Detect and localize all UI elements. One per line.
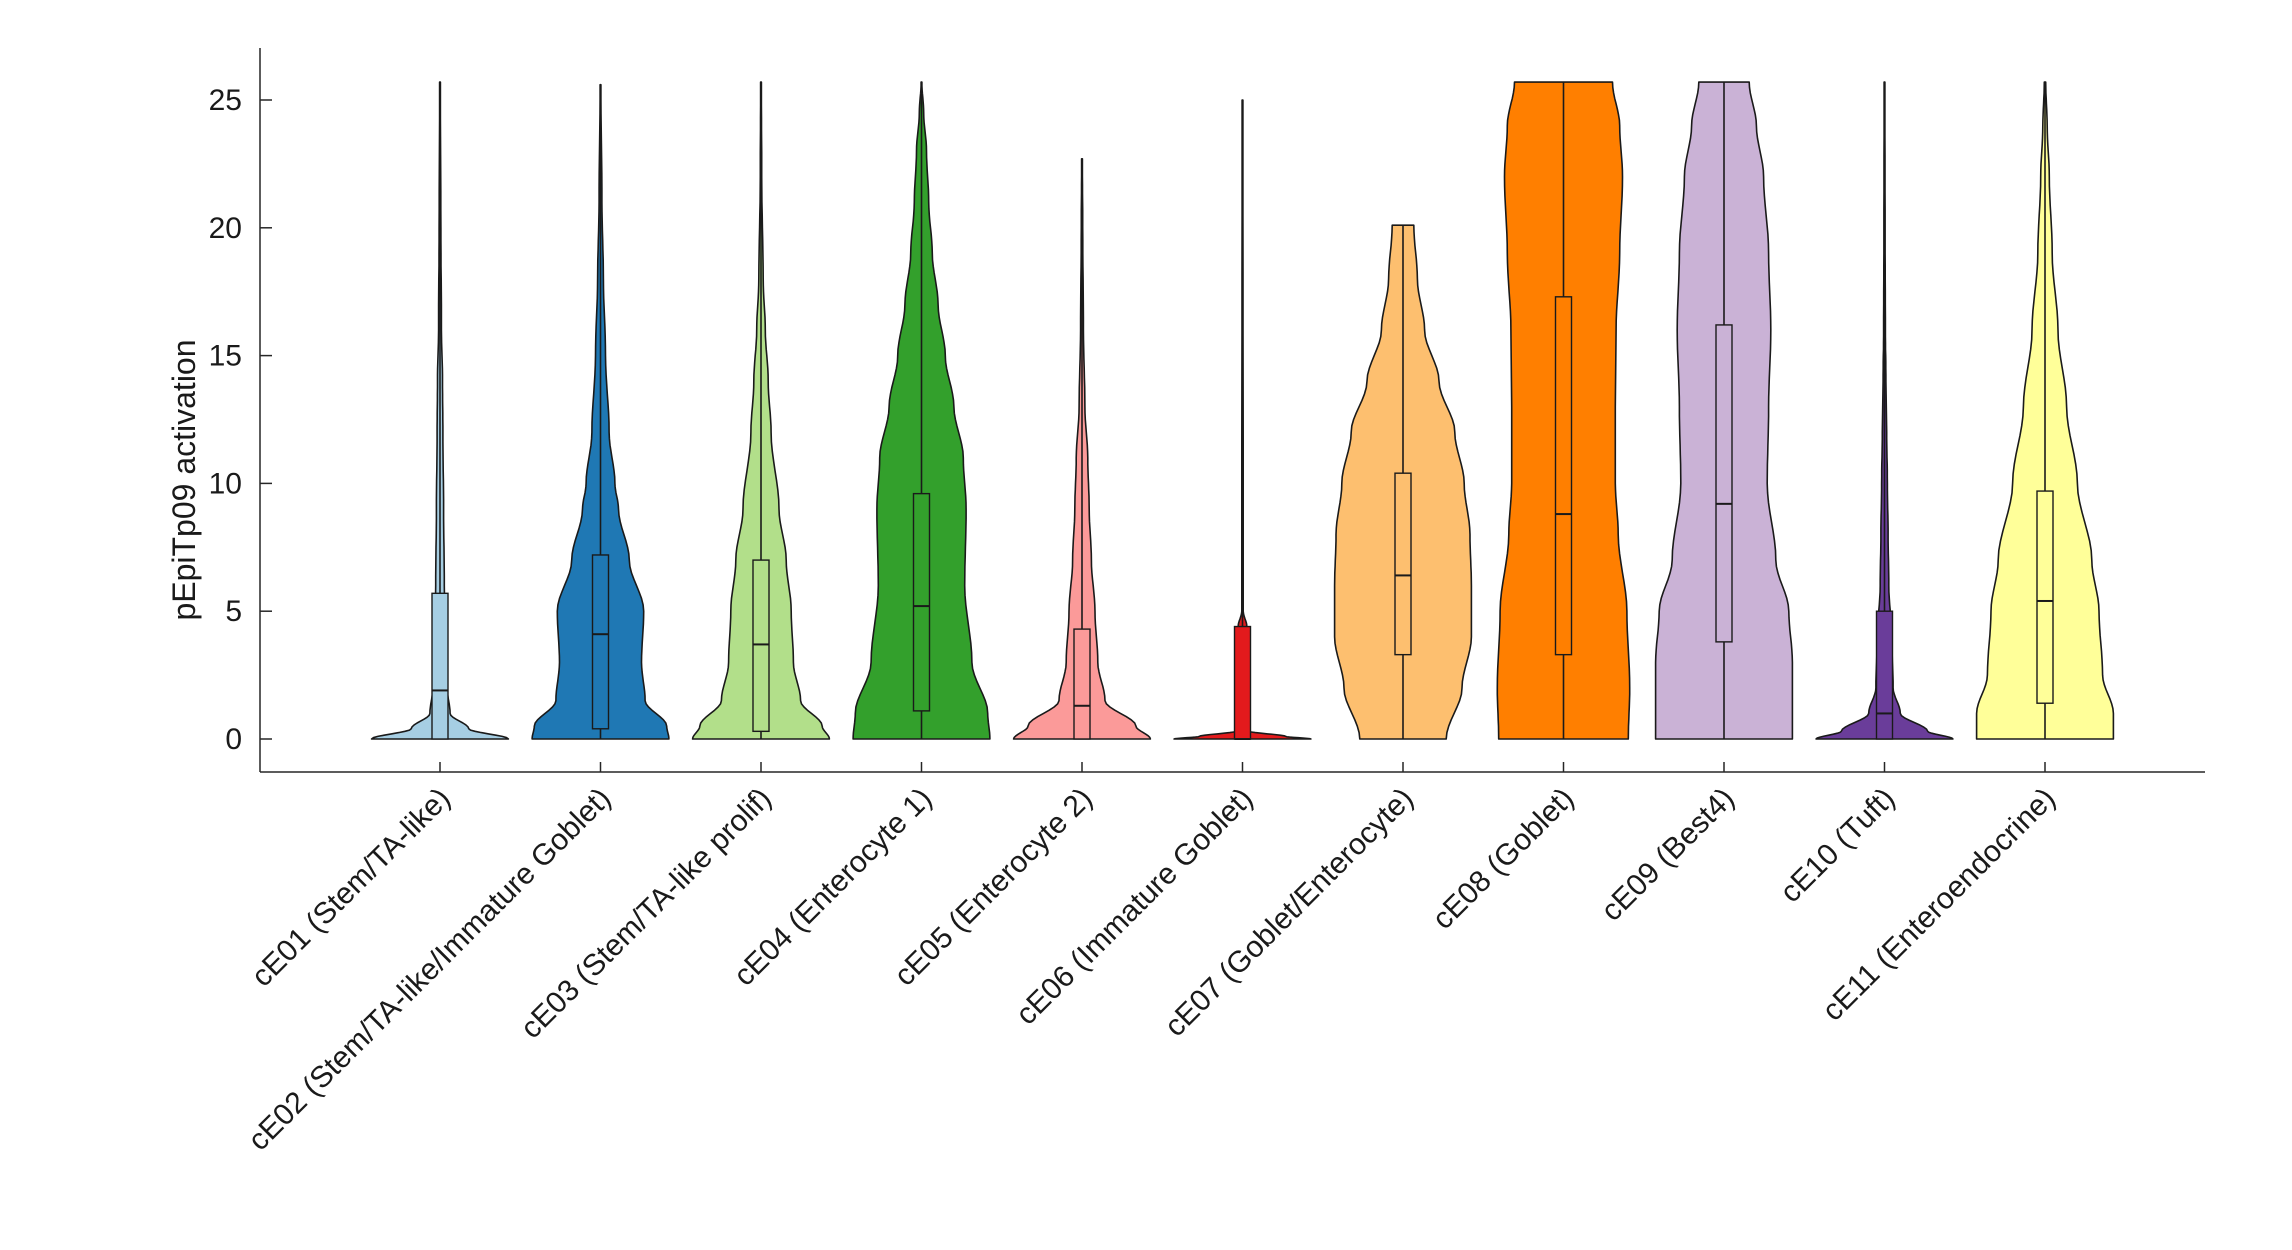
y-tick-label: 20 [209, 212, 242, 245]
violin-3 [691, 81, 831, 772]
violins [370, 81, 2115, 772]
violin-8 [1496, 81, 1631, 772]
violin-1 [370, 81, 510, 772]
violin-5 [1012, 158, 1152, 772]
violin-10 [1815, 81, 1954, 772]
violin-2 [531, 83, 670, 772]
y-ticks: 0 5 10 15 20 25 [209, 84, 272, 756]
category-label: cE02 (Stem/TA-like/Immature Goblet) [242, 782, 617, 1157]
iqr-box [1875, 610, 1894, 740]
category-label: cE09 (Best4) [1595, 782, 1741, 928]
y-tick-label: 0 [225, 723, 242, 756]
iqr-box [912, 492, 931, 712]
y-tick-label: 15 [209, 340, 242, 373]
y-tick-label: 25 [209, 84, 242, 117]
axes [259, 48, 2205, 773]
iqr-box [1554, 296, 1573, 656]
violin-4 [852, 81, 991, 772]
iqr-box [1073, 628, 1091, 740]
violin-9 [1654, 81, 1794, 772]
iqr-box [1715, 324, 1733, 643]
category-label: cE08 (Goblet) [1426, 782, 1580, 936]
y-axis-title: pEpiTp09 activation [166, 339, 202, 620]
iqr-box [1233, 625, 1252, 740]
iqr-box [591, 554, 610, 730]
iqr-box [2036, 490, 2054, 704]
iqr-box [431, 592, 449, 740]
violin-6 [1173, 99, 1312, 772]
violin-11 [1975, 81, 2115, 772]
category-label: cE10 (Tuft) [1774, 782, 1901, 909]
violin-7 [1333, 224, 1473, 772]
iqr-box [1394, 472, 1412, 656]
category-labels: cE01 (Stem/TA-like)cE02 (Stem/TA-like/Im… [242, 782, 2062, 1157]
y-tick-label: 5 [225, 595, 242, 628]
y-tick-label: 10 [209, 467, 242, 500]
iqr-box [752, 559, 770, 733]
